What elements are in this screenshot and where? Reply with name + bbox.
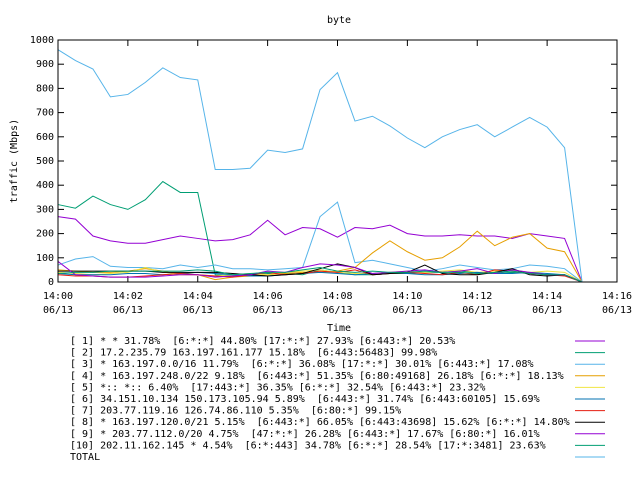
x-tick-label: 14:00 bbox=[43, 291, 73, 302]
x-tick-label: 06/13 bbox=[322, 305, 352, 316]
y-axis-label: traffic (Mbps) bbox=[9, 119, 20, 203]
legend-label: TOTAL bbox=[70, 452, 100, 463]
series-line bbox=[57, 49, 583, 283]
x-tick-label: 06/13 bbox=[392, 305, 422, 316]
x-tick-label: 14:06 bbox=[253, 291, 283, 302]
x-tick-label: 06/13 bbox=[602, 305, 632, 316]
x-tick-label: 06/13 bbox=[253, 305, 283, 316]
legend-label: [ 4] * 163.197.248.0/22 9.18% [6:443:*] … bbox=[70, 371, 564, 382]
y-tick-label: 900 bbox=[36, 59, 54, 70]
legend-label: [ 2] 17.2.235.79 163.197.161.177 15.18% … bbox=[70, 348, 437, 359]
x-tick-label: 06/13 bbox=[183, 305, 213, 316]
x-tick-label: 14:16 bbox=[602, 291, 632, 302]
series-line bbox=[57, 269, 583, 283]
x-tick-label: 14:02 bbox=[113, 291, 143, 302]
legend-label: [ 6] 34.151.10.134 150.173.105.94 5.89% … bbox=[70, 394, 540, 405]
y-tick-label: 0 bbox=[48, 277, 54, 288]
x-tick-label: 06/13 bbox=[532, 305, 562, 316]
x-axis-label: Time bbox=[327, 323, 351, 334]
series-line bbox=[57, 266, 583, 283]
plot-border bbox=[57, 39, 618, 283]
legend-label: [ 8] * 163.197.120.0/21 5.15% [6:443:*] … bbox=[70, 417, 570, 428]
y-tick-label: 700 bbox=[36, 108, 54, 119]
y-tick-label: 800 bbox=[36, 83, 54, 94]
x-tick-label: 06/13 bbox=[43, 305, 73, 316]
y-tick-label: 600 bbox=[36, 132, 54, 143]
y-tick-label: 500 bbox=[36, 156, 54, 167]
chart-title: byte bbox=[327, 15, 351, 26]
legend-label: [ 7] 203.77.119.16 126.74.86.110 5.35% [… bbox=[70, 406, 401, 417]
legend-label: [ 1] * * 31.78% [6:*:*] 44.80% [17:*:*] … bbox=[70, 336, 455, 347]
x-tick-label: 14:14 bbox=[532, 291, 562, 302]
x-tick-label: 06/13 bbox=[462, 305, 492, 316]
series-line bbox=[57, 216, 583, 283]
x-tick-label: 14:04 bbox=[183, 291, 213, 302]
x-tick-label: 14:08 bbox=[322, 291, 352, 302]
y-tick-label: 1000 bbox=[30, 35, 54, 46]
series-line bbox=[57, 261, 583, 283]
y-tick-label: 400 bbox=[36, 180, 54, 191]
x-tick-label: 14:10 bbox=[392, 291, 422, 302]
legend-label: [ 9] * 203.77.112.0/20 4.75% [47:*:*] 26… bbox=[70, 429, 540, 440]
y-tick-label: 200 bbox=[36, 229, 54, 240]
legend-label: [ 5] *:: *:: 6.40% [17:443:*] 36.35% [6:… bbox=[70, 382, 485, 393]
y-tick-label: 300 bbox=[36, 204, 54, 215]
x-tick-label: 06/13 bbox=[113, 305, 143, 316]
y-tick-label: 100 bbox=[36, 253, 54, 264]
legend-label: [10] 202.11.162.145 * 4.54% [6:*:443] 34… bbox=[70, 440, 546, 451]
legend-label: [ 3] * 163.197.0.0/16 11.79% [6:*:*] 36.… bbox=[70, 359, 534, 370]
series-line bbox=[57, 266, 583, 283]
x-tick-label: 14:12 bbox=[462, 291, 492, 302]
